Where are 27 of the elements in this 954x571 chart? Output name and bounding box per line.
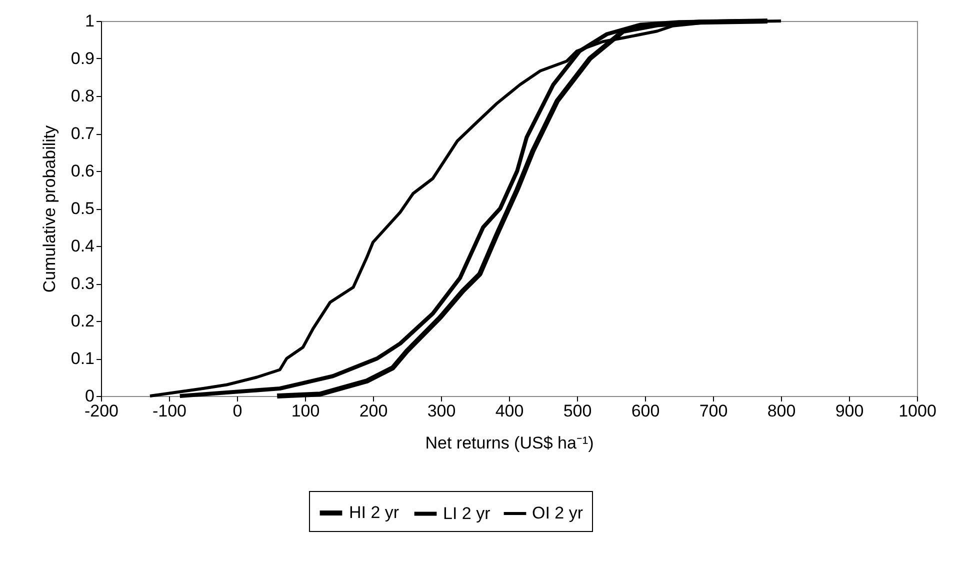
y-tick-label: 0.6	[70, 162, 94, 180]
legend-label: HI 2 yr	[349, 503, 400, 522]
x-tick-label: 0	[232, 402, 242, 420]
y-tick-label: 1	[85, 12, 94, 30]
y-axis-title: Cumulative probability	[40, 124, 59, 293]
x-tick-label: 800	[767, 402, 796, 420]
y-tick-label: 0.3	[70, 274, 94, 293]
x-tick-label: 700	[699, 402, 728, 420]
x-tick-label: 200	[359, 402, 388, 420]
y-tick-label: 0.9	[70, 49, 94, 68]
y-tick-label: 0.5	[70, 199, 94, 218]
legend-label: LI 2 yr	[443, 504, 491, 523]
y-tick-label: 0.7	[70, 124, 94, 143]
y-tick-label: 0.2	[70, 312, 94, 330]
x-tick-label: 100	[291, 402, 320, 420]
x-tick-label: -100	[152, 402, 187, 420]
legend-label: OI 2 yr	[532, 504, 584, 522]
x-axis-title: Net returns (US$ ha⁻¹)	[425, 434, 594, 452]
x-tick-label: 600	[631, 402, 660, 420]
y-tick-label: 0.8	[70, 86, 94, 106]
x-tick-label: 1000	[898, 402, 936, 420]
y-tick-label: 0.1	[70, 349, 94, 368]
x-tick-label: 300	[427, 402, 456, 420]
x-tick-label: 400	[495, 402, 524, 420]
x-tick-label: 500	[563, 402, 592, 420]
y-tick-label: 0.4	[70, 236, 94, 256]
x-tick-label: 900	[835, 402, 864, 420]
